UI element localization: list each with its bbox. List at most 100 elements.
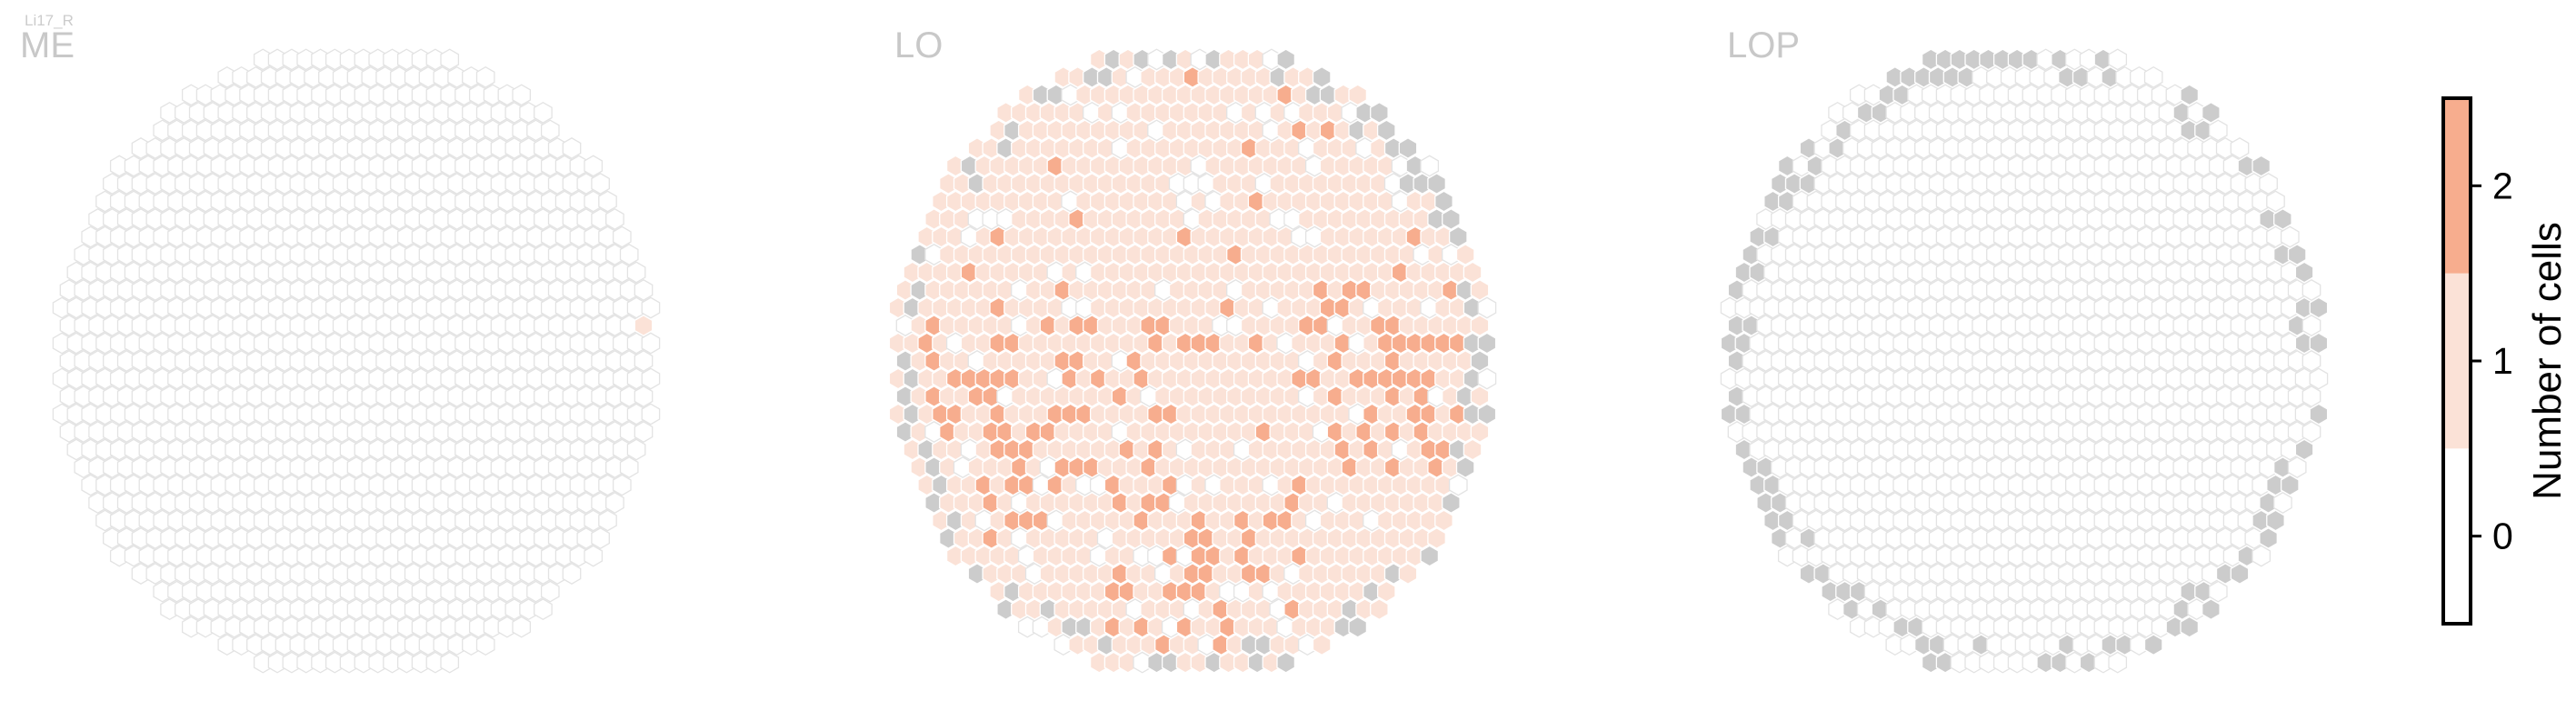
hex-cell-0 bbox=[534, 101, 553, 124]
hex-cell-missing bbox=[1434, 190, 1453, 213]
hex-cell-0 bbox=[598, 190, 617, 213]
hex-cell-missing bbox=[1376, 119, 1396, 142]
hex-cell-0 bbox=[440, 48, 460, 71]
panel-title-lo: LO bbox=[894, 25, 943, 65]
hex-cell-0 bbox=[2108, 48, 2128, 71]
hex-cell-missing bbox=[1455, 456, 1475, 478]
colorbar-band-1 bbox=[2443, 273, 2471, 449]
hex-cell-1 bbox=[1470, 315, 1490, 336]
hex-cell-0 bbox=[584, 545, 604, 567]
hex-cell-missing bbox=[2180, 84, 2200, 106]
hex-cell-0 bbox=[2287, 456, 2307, 478]
hex-cell-0 bbox=[562, 137, 582, 159]
hex-cell-0 bbox=[562, 563, 582, 585]
hex-cell-0 bbox=[2301, 386, 2321, 407]
hex-cell-0 bbox=[598, 509, 617, 532]
hex-cell-missing bbox=[2287, 244, 2307, 265]
hex-cell-missing bbox=[1348, 616, 1368, 638]
panel-lo: LO bbox=[888, 25, 1497, 674]
hex-cell-0 bbox=[605, 208, 624, 230]
hex-cell-1 bbox=[1348, 84, 1368, 106]
hex-cell-0 bbox=[2208, 119, 2228, 142]
hex-cell-0 bbox=[641, 296, 661, 319]
hex-cell-0 bbox=[475, 634, 495, 656]
hex-grid-lop bbox=[1720, 48, 2329, 674]
hex-cell-0 bbox=[1477, 296, 1497, 319]
hex-cell-missing bbox=[2309, 296, 2329, 319]
hex-cell-missing bbox=[1420, 545, 1440, 567]
hex-cell-1 bbox=[634, 315, 654, 336]
hex-grid-lo bbox=[888, 48, 1497, 674]
hex-cell-0 bbox=[2259, 173, 2278, 195]
hex-cell-0 bbox=[634, 421, 654, 443]
hex-cell-0 bbox=[641, 403, 661, 426]
hex-cell-0 bbox=[475, 65, 495, 88]
hex-cell-1 bbox=[1370, 598, 1389, 621]
hex-cell-missing bbox=[2259, 527, 2278, 549]
hex-cell-missing bbox=[2202, 598, 2221, 621]
hex-cell-missing bbox=[1276, 48, 1296, 71]
hex-cell-missing bbox=[1477, 403, 1497, 426]
hex-cell-0 bbox=[612, 474, 632, 496]
hex-cell-missing bbox=[1442, 208, 1461, 230]
hex-cell-missing bbox=[1398, 137, 1418, 159]
hex-cell-missing bbox=[1276, 651, 1296, 674]
hex-cell-0 bbox=[2208, 580, 2228, 603]
hex-cell-0 bbox=[2301, 421, 2321, 443]
hex-cell-0 bbox=[2108, 651, 2128, 674]
hex-cell-missing bbox=[2280, 474, 2300, 496]
colorbar-label: Number of cells bbox=[2525, 222, 2570, 500]
hex-cell-1 bbox=[1398, 563, 1418, 585]
hex-cell-missing bbox=[1477, 332, 1497, 355]
hex-cell-missing bbox=[2294, 438, 2314, 461]
hex-cell-0 bbox=[626, 438, 646, 461]
hex-cell-0 bbox=[2301, 350, 2321, 372]
hex-cell-0 bbox=[634, 279, 654, 301]
hex-cell-0 bbox=[2266, 190, 2285, 213]
hex-cell-1 bbox=[1434, 509, 1453, 532]
hex-cell-0 bbox=[612, 225, 632, 248]
hex-cell-missing bbox=[1442, 492, 1461, 514]
hex-cell-missing bbox=[2294, 261, 2314, 284]
panel-title-lop: LOP bbox=[1727, 25, 1800, 65]
colorbar-band-0 bbox=[2443, 448, 2471, 624]
hex-cell-0 bbox=[619, 244, 639, 265]
hex-cell-1 bbox=[1470, 421, 1490, 443]
panel-title-me: ME bbox=[20, 25, 75, 65]
hex-cell-0 bbox=[440, 651, 460, 674]
hex-cell-0 bbox=[2301, 279, 2321, 301]
hex-cell-0 bbox=[634, 386, 654, 407]
hex-cell-missing bbox=[2180, 616, 2200, 638]
hex-cell-1 bbox=[1470, 279, 1490, 301]
colorbar: 0 1 2 Number of cells bbox=[2441, 96, 2570, 626]
hex-cell-0 bbox=[1448, 474, 1468, 496]
hex-cell-missing bbox=[1312, 65, 1332, 88]
colorbar-ticks: 0 1 2 bbox=[2471, 165, 2513, 557]
hex-cell-0 bbox=[2143, 65, 2163, 88]
colorbar-band-2 bbox=[2443, 98, 2471, 274]
hex-cell-missing bbox=[2230, 563, 2250, 585]
hex-cell-missing bbox=[1427, 173, 1446, 195]
hex-cell-0 bbox=[2301, 315, 2321, 336]
hex-cell-missing bbox=[2273, 208, 2292, 230]
hex-cell-0 bbox=[634, 350, 654, 372]
hex-cell-0 bbox=[512, 84, 532, 106]
hex-cell-1 bbox=[1463, 438, 1483, 461]
hex-cell-0 bbox=[534, 598, 553, 621]
hex-cell-1 bbox=[1376, 580, 1396, 603]
colorbar-bands bbox=[2443, 98, 2471, 624]
hex-cell-1 bbox=[1455, 244, 1475, 265]
hex-cell-missing bbox=[2202, 101, 2221, 124]
cell-type-label: Li17_R bbox=[25, 12, 74, 29]
hex-cell-1 bbox=[1427, 527, 1446, 549]
hex-cell-0 bbox=[619, 456, 639, 478]
hex-cell-missing bbox=[2309, 403, 2329, 426]
hex-cell-0 bbox=[1420, 155, 1440, 177]
hex-cell-1 bbox=[1312, 634, 1332, 656]
hex-cell-0 bbox=[2273, 492, 2292, 514]
hex-cell-missing bbox=[2143, 634, 2163, 656]
hex-cell-0 bbox=[540, 580, 560, 603]
hex-cell-0 bbox=[1477, 367, 1497, 390]
hex-cell-0 bbox=[641, 367, 661, 390]
hex-cell-missing bbox=[2252, 155, 2271, 177]
